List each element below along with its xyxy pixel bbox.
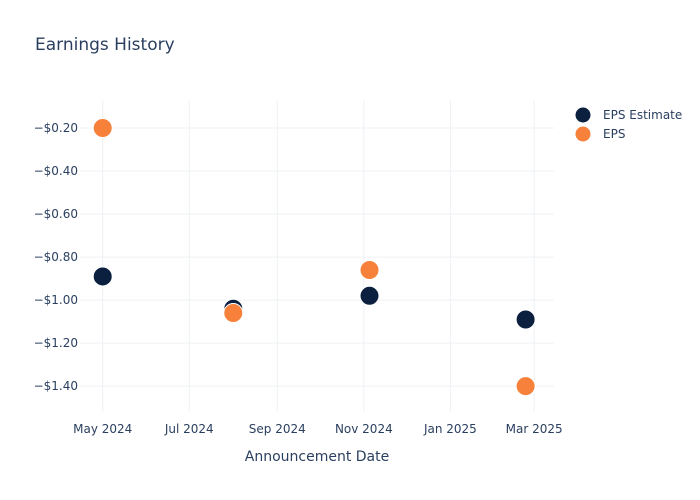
eps-point[interactable]: [92, 117, 113, 138]
eps-point[interactable]: [359, 259, 380, 280]
eps-point[interactable]: [223, 303, 244, 324]
y-tick-label: −$0.40: [34, 164, 78, 178]
x-axis-ticks: May 2024 Jul 2024 Sep 2024 Nov 2024 Jan 2025…: [73, 422, 563, 436]
eps-estimate-point[interactable]: [515, 309, 536, 330]
legend-label-eps: EPS: [603, 127, 625, 141]
x-tick-label: Mar 2025: [506, 422, 563, 436]
y-tick-label: −$1.00: [34, 293, 78, 307]
legend-marker-eps-estimate: [574, 106, 592, 124]
y-tick-label: −$0.60: [34, 207, 78, 221]
y-tick-label: −$0.80: [34, 250, 78, 264]
x-tick-label: May 2024: [73, 422, 132, 436]
y-tick-label: −$0.20: [34, 121, 78, 135]
legend-label-eps-estimate: EPS Estimate: [603, 108, 682, 122]
legend: EPS Estimate EPS: [574, 106, 682, 143]
legend-marker-eps: [574, 125, 592, 143]
x-axis-title: Announcement Date: [245, 449, 389, 465]
eps-estimate-point[interactable]: [359, 285, 380, 306]
y-tick-label: −$1.40: [34, 379, 78, 393]
x-tick-label: Nov 2024: [335, 422, 393, 436]
x-tick-label: Sep 2024: [249, 422, 306, 436]
x-tick-label: Jan 2025: [423, 422, 477, 436]
x-tick-label: Jul 2024: [164, 422, 214, 436]
eps-point[interactable]: [515, 376, 536, 397]
grid: [80, 100, 554, 412]
y-tick-label: −$1.20: [34, 336, 78, 350]
data-points: [92, 117, 536, 397]
y-axis-ticks: −$0.20 −$0.40 −$0.60 −$0.80 −$1.00 −$1.20 −$1.…: [34, 121, 78, 393]
chart-title: Earnings History: [35, 35, 175, 55]
eps-estimate-point[interactable]: [92, 266, 113, 287]
